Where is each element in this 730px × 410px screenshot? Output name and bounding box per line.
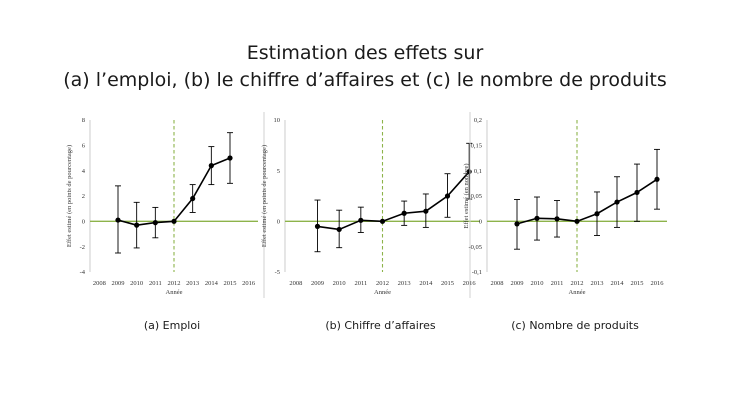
x-tick-label: 2016: [242, 280, 256, 287]
data-point: [336, 226, 342, 233]
x-tick-label: 2011: [354, 280, 367, 287]
y-axis-label: Effet estimé (en points de pourcentage): [261, 145, 268, 247]
data-point: [654, 176, 660, 182]
data-point: [574, 218, 580, 224]
x-axis-label: Année: [166, 289, 183, 296]
y-tick-label: -2: [80, 244, 85, 251]
data-point: [594, 211, 600, 217]
data-point: [314, 223, 321, 229]
data-point: [614, 199, 620, 205]
data-point: [190, 195, 196, 202]
panel-caption: (c) Nombre de produits: [511, 319, 639, 332]
y-tick-label: 0: [479, 219, 482, 226]
x-tick-label: 2008: [491, 280, 504, 287]
y-tick-label: 6: [82, 143, 86, 150]
y-tick-label: 0,15: [471, 143, 482, 150]
y-axis-label: Effet estimé (en points de pourcentage): [66, 145, 73, 247]
series-line: [516, 178, 658, 225]
x-tick-label: 2014: [611, 280, 625, 287]
y-tick-label: -5: [275, 269, 280, 276]
data-point: [208, 163, 214, 169]
x-tick-label: 2013: [398, 280, 411, 287]
x-tick-label: 2011: [149, 280, 162, 287]
x-tick-label: 2015: [441, 280, 454, 287]
x-tick-label: 2016: [651, 280, 665, 287]
data-point: [134, 222, 140, 228]
y-tick-label: 10: [274, 117, 281, 124]
panel-caption: (a) Emploi: [144, 319, 200, 332]
x-tick-label: 2010: [333, 280, 346, 287]
x-tick-label: 2011: [551, 280, 564, 287]
figure-title-line1: Estimation des effets sur: [246, 42, 484, 64]
x-tick-label: 2014: [205, 280, 219, 287]
y-tick-label: -4: [80, 269, 86, 276]
y-tick-label: 0,1: [474, 168, 482, 175]
x-tick-label: 2009: [511, 280, 524, 287]
x-tick-label: 2012: [376, 280, 389, 287]
data-point: [444, 193, 451, 199]
y-tick-label: 2: [82, 193, 85, 200]
x-axis-label: Année: [569, 289, 586, 296]
x-tick-label: 2008: [289, 280, 302, 287]
figure-title: Estimation des effets sur (a) l’emploi, …: [0, 40, 730, 94]
data-point: [401, 210, 407, 216]
data-point: [554, 216, 560, 222]
data-point: [358, 217, 364, 223]
x-tick-label: 2013: [591, 280, 604, 287]
data-point: [115, 217, 121, 223]
data-point: [152, 220, 158, 226]
chart-panel-1: -4 -2 0 2 4 6 8 2008 2009 2010 2011 2012 2013 2014 201…: [66, 112, 265, 332]
x-tick-label: 2010: [531, 280, 544, 287]
data-point: [227, 155, 233, 161]
x-tick-label: 2015: [224, 280, 237, 287]
y-tick-label: 0: [277, 219, 280, 226]
y-tick-label: 0: [82, 219, 85, 226]
data-point: [379, 218, 386, 224]
x-tick-label: 2013: [186, 280, 199, 287]
panel-caption: (b) Chiffre d’affaires: [325, 319, 436, 332]
x-tick-label: 2014: [419, 280, 433, 287]
x-tick-label: 2015: [631, 280, 644, 287]
y-tick-label: 5: [277, 168, 280, 175]
x-axis-label: Année: [374, 289, 391, 296]
x-tick-label: 2010: [130, 280, 143, 287]
data-point: [423, 208, 429, 214]
data-point: [634, 189, 640, 196]
figure-title-line2: (a) l’emploi, (b) le chiffre d’affaires …: [63, 69, 667, 91]
y-tick-label: -0,1: [472, 269, 482, 276]
y-tick-label: 8: [82, 117, 85, 124]
series-line: [317, 171, 470, 231]
y-tick-label: 4: [82, 168, 86, 175]
y-tick-label: 0,2: [474, 117, 482, 124]
x-tick-label: 2012: [571, 280, 584, 287]
data-point: [514, 221, 520, 227]
x-tick-label: 2008: [93, 280, 106, 287]
y-axis-label: Effet estimé (en nombre): [463, 163, 470, 228]
y-tick-label: 0,05: [471, 193, 482, 200]
data-point: [534, 215, 540, 221]
x-tick-label: 2009: [311, 280, 324, 287]
data-point: [171, 218, 177, 224]
x-tick-label: 2012: [168, 280, 181, 287]
y-tick-label: -0,05: [468, 244, 482, 251]
x-tick-label: 2009: [112, 280, 125, 287]
chart-panel-3: -0,1 -0,05 0 0,05 0,1 0,15 0,2 2008 2009 2010 2011…: [463, 117, 667, 332]
